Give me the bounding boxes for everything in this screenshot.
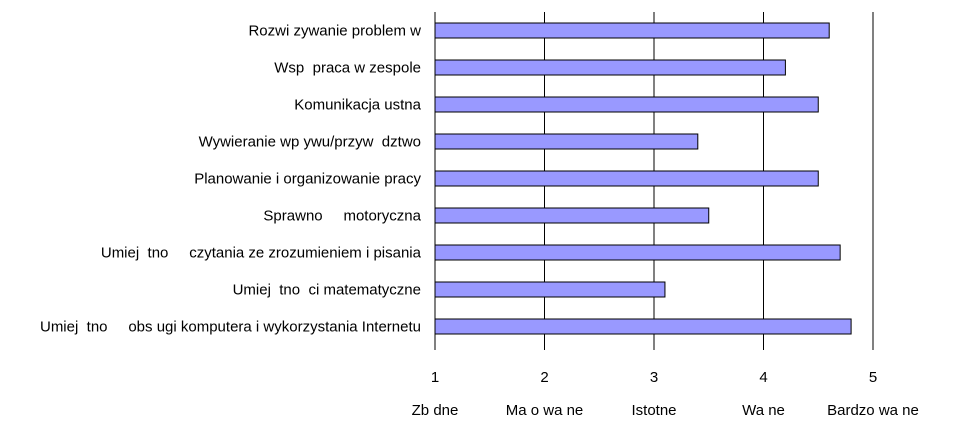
category-label-9: Umiej tno obs ugi komputera i wykorzysta… bbox=[40, 319, 421, 336]
tick-label-2: 2 bbox=[540, 369, 548, 386]
category-label-8: Umiej tno ci matematyczne bbox=[233, 282, 421, 299]
bar-7 bbox=[434, 244, 841, 261]
bar-5 bbox=[434, 170, 819, 187]
scale-label-2: Ma o wa ne bbox=[506, 402, 584, 419]
value-tick-labels: 1 2 3 4 5 bbox=[431, 369, 877, 386]
bar-2 bbox=[434, 59, 786, 76]
bars bbox=[434, 22, 852, 335]
category-label-6: Sprawno motoryczna bbox=[263, 208, 421, 225]
category-label-3: Komunikacja ustna bbox=[294, 97, 421, 114]
scale-label-4: Wa ne bbox=[742, 402, 785, 419]
scale-label-1: Zb dne bbox=[412, 402, 459, 419]
bar-1 bbox=[434, 22, 830, 39]
tick-label-4: 4 bbox=[759, 369, 767, 386]
scale-labels: Zb dne Ma o wa ne Istotne Wa ne Bardzo wa ne bbox=[412, 402, 919, 419]
scale-label-3: Istotne bbox=[631, 402, 676, 419]
tick-label-5: 5 bbox=[869, 369, 877, 386]
bar-9 bbox=[434, 318, 852, 335]
tick-label-1: 1 bbox=[431, 369, 439, 386]
category-label-4: Wywieranie wp ywu/przyw dztwo bbox=[199, 134, 421, 151]
tick-label-3: 3 bbox=[650, 369, 658, 386]
bar-3 bbox=[434, 96, 819, 113]
bar-6 bbox=[434, 207, 710, 224]
category-label-2: Wsp praca w zespole bbox=[274, 60, 421, 77]
scale-label-5: Bardzo wa ne bbox=[827, 402, 919, 419]
category-label-5: Planowanie i organizowanie pracy bbox=[194, 171, 421, 188]
category-label-7: Umiej tno czytania ze zrozumieniem i pis… bbox=[101, 245, 422, 262]
bar-8 bbox=[434, 281, 666, 298]
category-label-1: Rozwi zywanie problem w bbox=[248, 23, 421, 40]
bar-4 bbox=[434, 133, 699, 150]
category-labels: Rozwi zywanie problem w Wsp praca w zespo… bbox=[40, 23, 422, 336]
